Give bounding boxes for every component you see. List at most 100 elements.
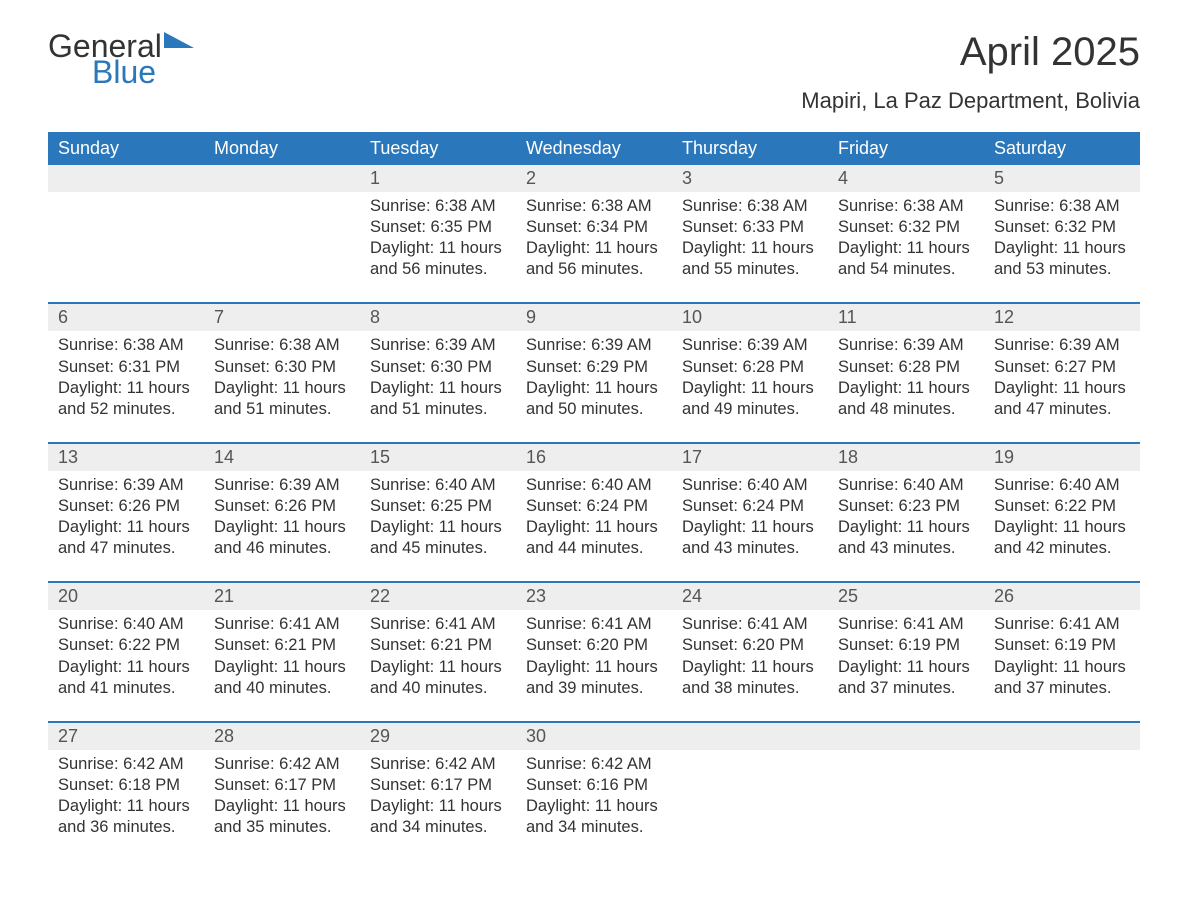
daylight-text: Daylight: 11 hours and 41 minutes. [58, 657, 194, 699]
daylight-text: Daylight: 11 hours and 44 minutes. [526, 517, 662, 559]
sunrise-text: Sunrise: 6:39 AM [214, 475, 350, 496]
daylight-text: Daylight: 11 hours and 54 minutes. [838, 238, 974, 280]
day-number: 14 [204, 444, 360, 471]
sunrise-text: Sunrise: 6:38 AM [994, 196, 1130, 217]
weekday-header-row: Sunday Monday Tuesday Wednesday Thursday… [48, 132, 1140, 165]
day-number-row: 6789101112 [48, 304, 1140, 331]
daylight-text: Daylight: 11 hours and 39 minutes. [526, 657, 662, 699]
day-detail: Sunrise: 6:40 AMSunset: 6:24 PMDaylight:… [516, 471, 672, 563]
sunrise-text: Sunrise: 6:38 AM [214, 335, 350, 356]
day-detail: Sunrise: 6:39 AMSunset: 6:30 PMDaylight:… [360, 331, 516, 423]
day-detail: Sunrise: 6:42 AMSunset: 6:18 PMDaylight:… [48, 750, 204, 842]
weekday-header: Sunday [48, 132, 204, 165]
day-number: 29 [360, 723, 516, 750]
brand-flag-icon [164, 30, 198, 57]
sunset-text: Sunset: 6:24 PM [526, 496, 662, 517]
weekday-header: Wednesday [516, 132, 672, 165]
day-detail: Sunrise: 6:41 AMSunset: 6:21 PMDaylight:… [204, 610, 360, 702]
day-detail: Sunrise: 6:39 AMSunset: 6:26 PMDaylight:… [204, 471, 360, 563]
daylight-text: Daylight: 11 hours and 45 minutes. [370, 517, 506, 559]
location-text: Mapiri, La Paz Department, Bolivia [801, 88, 1140, 114]
sunset-text: Sunset: 6:21 PM [214, 635, 350, 656]
day-detail: Sunrise: 6:39 AMSunset: 6:28 PMDaylight:… [828, 331, 984, 423]
day-number: 3 [672, 165, 828, 192]
sunrise-text: Sunrise: 6:40 AM [370, 475, 506, 496]
day-number: 30 [516, 723, 672, 750]
sunset-text: Sunset: 6:28 PM [838, 357, 974, 378]
day-number: 16 [516, 444, 672, 471]
day-detail: Sunrise: 6:41 AMSunset: 6:20 PMDaylight:… [672, 610, 828, 702]
day-detail: Sunrise: 6:41 AMSunset: 6:20 PMDaylight:… [516, 610, 672, 702]
daylight-text: Daylight: 11 hours and 43 minutes. [838, 517, 974, 559]
day-detail-row: Sunrise: 6:39 AMSunset: 6:26 PMDaylight:… [48, 471, 1140, 563]
day-detail: Sunrise: 6:41 AMSunset: 6:19 PMDaylight:… [828, 610, 984, 702]
sunset-text: Sunset: 6:22 PM [58, 635, 194, 656]
sunset-text: Sunset: 6:17 PM [214, 775, 350, 796]
sunset-text: Sunset: 6:22 PM [994, 496, 1130, 517]
day-number: 22 [360, 583, 516, 610]
day-number [672, 723, 828, 750]
sunset-text: Sunset: 6:19 PM [838, 635, 974, 656]
daylight-text: Daylight: 11 hours and 48 minutes. [838, 378, 974, 420]
sunrise-text: Sunrise: 6:40 AM [682, 475, 818, 496]
sunrise-text: Sunrise: 6:38 AM [838, 196, 974, 217]
daylight-text: Daylight: 11 hours and 35 minutes. [214, 796, 350, 838]
day-number: 10 [672, 304, 828, 331]
sunrise-text: Sunrise: 6:40 AM [526, 475, 662, 496]
day-detail: Sunrise: 6:39 AMSunset: 6:29 PMDaylight:… [516, 331, 672, 423]
calendar: Sunday Monday Tuesday Wednesday Thursday… [48, 132, 1140, 842]
sunset-text: Sunset: 6:21 PM [370, 635, 506, 656]
sunrise-text: Sunrise: 6:41 AM [994, 614, 1130, 635]
day-number: 5 [984, 165, 1140, 192]
day-detail: Sunrise: 6:41 AMSunset: 6:19 PMDaylight:… [984, 610, 1140, 702]
daylight-text: Daylight: 11 hours and 51 minutes. [214, 378, 350, 420]
sunset-text: Sunset: 6:17 PM [370, 775, 506, 796]
sunset-text: Sunset: 6:34 PM [526, 217, 662, 238]
sunset-text: Sunset: 6:19 PM [994, 635, 1130, 656]
day-detail: Sunrise: 6:39 AMSunset: 6:27 PMDaylight:… [984, 331, 1140, 423]
day-number: 2 [516, 165, 672, 192]
sunrise-text: Sunrise: 6:38 AM [682, 196, 818, 217]
daylight-text: Daylight: 11 hours and 37 minutes. [994, 657, 1130, 699]
sunrise-text: Sunrise: 6:40 AM [994, 475, 1130, 496]
day-detail: Sunrise: 6:38 AMSunset: 6:34 PMDaylight:… [516, 192, 672, 284]
sunrise-text: Sunrise: 6:38 AM [58, 335, 194, 356]
day-number: 20 [48, 583, 204, 610]
title-block: April 2025 Mapiri, La Paz Department, Bo… [801, 30, 1140, 114]
brand-word2: Blue [92, 56, 198, 88]
calendar-week: 20212223242526Sunrise: 6:40 AMSunset: 6:… [48, 581, 1140, 702]
day-number-row: 20212223242526 [48, 583, 1140, 610]
sunrise-text: Sunrise: 6:38 AM [526, 196, 662, 217]
day-number [984, 723, 1140, 750]
calendar-week: 13141516171819Sunrise: 6:39 AMSunset: 6:… [48, 442, 1140, 563]
day-number-row: 27282930 [48, 723, 1140, 750]
weekday-header: Thursday [672, 132, 828, 165]
day-number: 21 [204, 583, 360, 610]
daylight-text: Daylight: 11 hours and 42 minutes. [994, 517, 1130, 559]
day-number: 18 [828, 444, 984, 471]
day-number: 4 [828, 165, 984, 192]
day-detail-row: Sunrise: 6:42 AMSunset: 6:18 PMDaylight:… [48, 750, 1140, 842]
calendar-week: 6789101112Sunrise: 6:38 AMSunset: 6:31 P… [48, 302, 1140, 423]
day-number: 8 [360, 304, 516, 331]
sunset-text: Sunset: 6:28 PM [682, 357, 818, 378]
day-number: 23 [516, 583, 672, 610]
page-header: General Blue April 2025 Mapiri, La Paz D… [48, 30, 1140, 114]
daylight-text: Daylight: 11 hours and 40 minutes. [370, 657, 506, 699]
sunrise-text: Sunrise: 6:39 AM [682, 335, 818, 356]
sunrise-text: Sunrise: 6:39 AM [994, 335, 1130, 356]
sunrise-text: Sunrise: 6:39 AM [526, 335, 662, 356]
day-detail [672, 750, 828, 842]
sunset-text: Sunset: 6:27 PM [994, 357, 1130, 378]
day-detail: Sunrise: 6:38 AMSunset: 6:35 PMDaylight:… [360, 192, 516, 284]
day-number-row: 12345 [48, 165, 1140, 192]
daylight-text: Daylight: 11 hours and 40 minutes. [214, 657, 350, 699]
day-detail: Sunrise: 6:42 AMSunset: 6:16 PMDaylight:… [516, 750, 672, 842]
day-detail: Sunrise: 6:38 AMSunset: 6:32 PMDaylight:… [828, 192, 984, 284]
day-number: 26 [984, 583, 1140, 610]
sunrise-text: Sunrise: 6:42 AM [526, 754, 662, 775]
sunrise-text: Sunrise: 6:41 AM [682, 614, 818, 635]
day-detail: Sunrise: 6:38 AMSunset: 6:30 PMDaylight:… [204, 331, 360, 423]
day-detail: Sunrise: 6:40 AMSunset: 6:23 PMDaylight:… [828, 471, 984, 563]
daylight-text: Daylight: 11 hours and 43 minutes. [682, 517, 818, 559]
